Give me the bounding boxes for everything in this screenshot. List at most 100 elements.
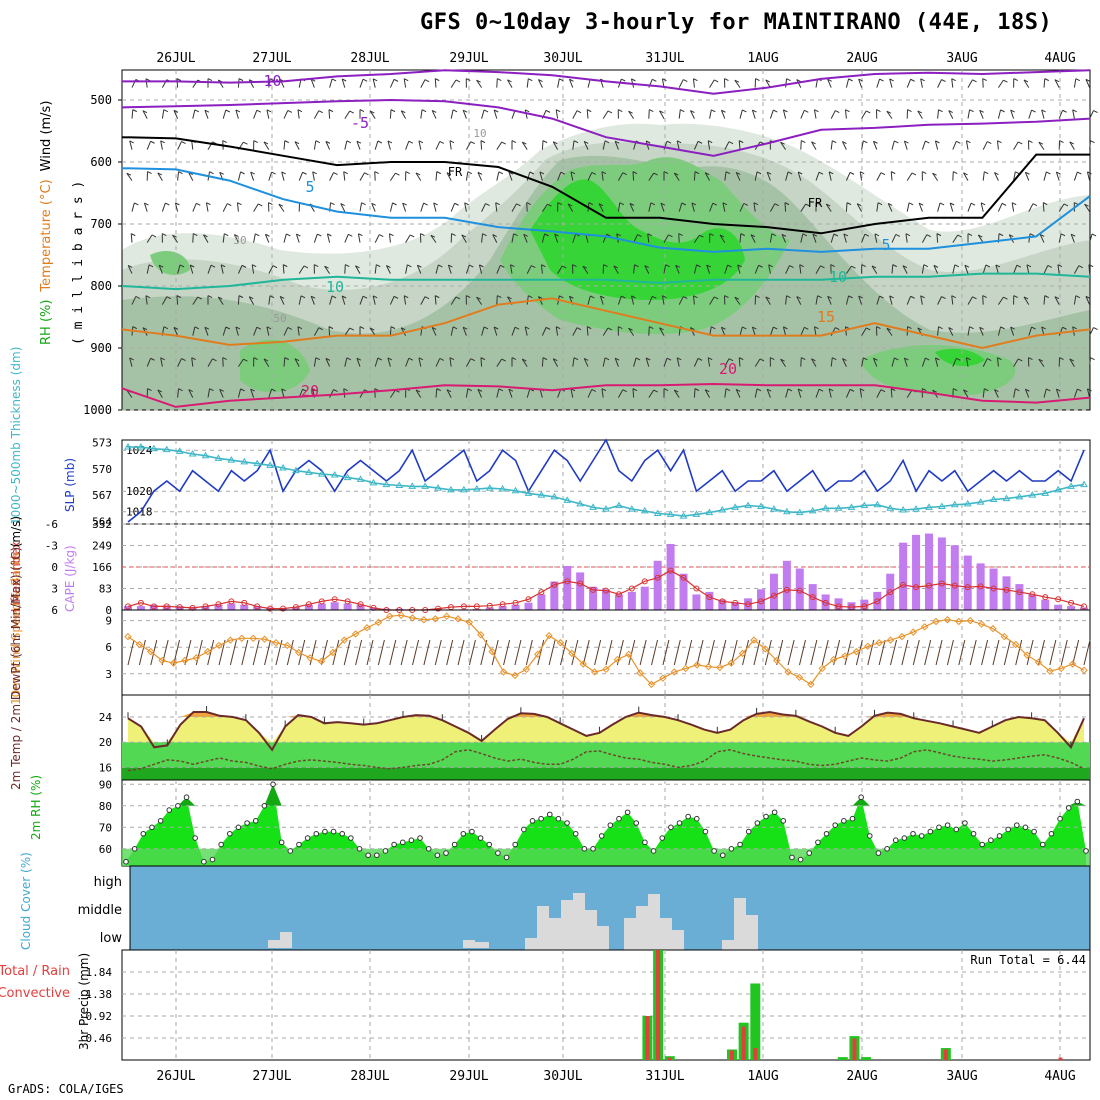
rh-point [235,824,242,831]
rh-point [287,848,294,854]
lifted-index-point [125,603,131,610]
wind-barb-flag [477,171,483,175]
wind-barb-flag [755,78,760,82]
cape-ylabel-left: Lifted Index [9,541,23,612]
slp-ylabel-right: SLP (mb) [63,458,77,512]
wind-barb [173,110,179,119]
wind-barb [359,202,363,212]
wind-barb [845,295,850,305]
wind-barb-flag [559,295,564,299]
wind-speed-point [1000,632,1009,641]
surface-wind-barb [503,639,511,666]
surface-wind-barb [821,639,829,666]
wind-barb-flag [826,203,831,207]
cape-bar [498,606,507,610]
cloud-block [746,915,758,950]
wind-barb-flag [603,264,608,268]
lifted-index-point [809,594,816,601]
wind-barb-flag [235,109,241,113]
wind-barb-flag [500,264,505,268]
thickness-point [963,499,972,507]
wind-barb-flag [559,78,564,82]
wind-barb-flag [480,140,486,144]
wind-barb-flag [1010,109,1015,113]
precip-tick: 1.84 [86,966,113,979]
surface-wind-barb [412,639,420,666]
rh-point [460,830,467,837]
surface-wind-barb [1037,639,1045,666]
wind-barb-flag [890,171,896,175]
wind-barb-flag [194,109,200,113]
wind-barb-flag [194,326,200,330]
wind-barb-flag [197,296,202,300]
rh-band [122,848,1090,866]
wind-barb [405,358,410,367]
wind-barb [844,109,847,119]
rh-point [650,848,657,854]
wind-speed-point [260,635,269,643]
wind-barb-flag [925,140,930,144]
wind-speed-point [374,618,383,627]
wind-barb-flag [987,358,992,362]
lifted-index-point [460,603,467,610]
li-tick: 0 [51,561,58,574]
wind-barb [1026,264,1030,274]
wind-barb [1057,264,1060,274]
wind-barb [387,140,391,150]
precip-convective-bar [852,1038,857,1060]
surface-wind-barb [355,639,363,666]
wind-barb [237,388,242,398]
wind-barb [237,265,243,274]
cape-bar [1041,599,1050,610]
lifted-index-point [577,580,584,587]
wind-barb-flag [176,78,182,82]
wind-barb [283,357,286,367]
wind-barb-flag [251,264,257,268]
wind-barb-flag [1011,202,1017,206]
wind-barb [845,78,850,88]
rh-point [434,852,441,859]
wind-barb [996,357,999,367]
wind-barb [905,233,908,243]
wind-barb-flag [690,110,695,113]
wind-speed-point [386,612,394,620]
wind-barb-flag [768,264,773,268]
wind-barb-flag [922,388,927,392]
wind-speed-point [226,636,235,644]
wind-barb-flag [766,171,772,175]
wind-barb [754,358,761,367]
wind-barb-flag [281,388,286,392]
wind-barb-flag [969,326,974,330]
wind-barb-flag [858,295,863,299]
lifted-index-point [745,601,752,608]
wind-barb [659,110,665,119]
wind-speed-point [431,615,439,623]
wind-barb-flag [859,171,865,175]
precip-tick: 0.46 [86,1032,113,1045]
wind-barb [676,140,680,150]
wind-barb [403,295,407,305]
wind-barb [192,203,197,212]
surface-wind-barb [446,639,454,666]
wind-barb [283,233,287,243]
wind-barb-flag [470,358,475,362]
lifted-index-point [693,585,700,592]
thickness-point [227,456,236,463]
wind-barb [343,171,346,181]
rh-point [927,828,934,835]
wind-barb-flag [601,388,607,392]
wind-barb-flag [297,326,303,330]
wind-barb-flag [370,110,375,114]
wind-barb [887,203,893,212]
wind-barb-flag [1016,264,1022,268]
wind-barb-flag [268,202,273,206]
thickness-point [292,466,300,474]
wind-barb [481,109,485,119]
wind-barb-flag [374,171,379,175]
wind-barb [1043,171,1047,181]
wind-barb-flag [476,79,481,83]
wind-barb-flag [948,327,953,331]
wind-barb [937,202,941,212]
wind-barb [861,234,866,243]
wind-barb-flag [452,109,458,113]
